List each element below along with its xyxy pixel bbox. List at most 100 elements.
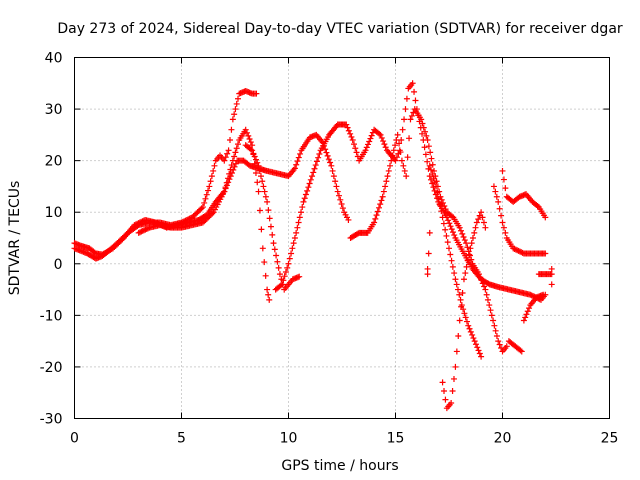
data-point — [386, 162, 393, 169]
data-point — [448, 400, 455, 407]
data-point — [451, 232, 458, 239]
data-point — [447, 251, 454, 258]
data-point — [266, 296, 273, 303]
data-point — [448, 226, 455, 233]
data-point — [500, 176, 507, 183]
data-point — [286, 255, 293, 262]
data-point — [400, 162, 407, 169]
data-point — [467, 328, 474, 335]
plot-frame — [74, 57, 610, 419]
data-point — [312, 162, 319, 169]
data-point — [459, 290, 466, 297]
x-tick-label: 5 — [177, 431, 186, 447]
data-point — [434, 189, 441, 196]
data-point — [295, 154, 302, 161]
data-point — [490, 183, 497, 190]
data-point — [345, 216, 352, 223]
data-point — [442, 206, 449, 213]
data-point — [311, 165, 318, 172]
data-point — [517, 347, 524, 354]
data-point — [452, 276, 459, 283]
data-point — [430, 175, 437, 182]
data-point — [274, 258, 281, 265]
data-point — [275, 264, 282, 271]
y-tick-label: -20 — [40, 360, 63, 376]
data-point — [398, 157, 405, 164]
data-point — [418, 116, 425, 123]
data-point — [339, 205, 346, 212]
series-track-13 — [535, 265, 555, 288]
data-point — [495, 338, 502, 345]
data-point — [242, 126, 249, 133]
data-point — [291, 165, 298, 172]
data-point — [458, 303, 465, 310]
data-point — [373, 212, 380, 219]
data-point — [442, 226, 449, 233]
axis-ticks — [74, 57, 610, 419]
data-point — [468, 240, 475, 247]
data-point — [401, 167, 408, 174]
data-point — [448, 257, 455, 264]
data-point — [119, 236, 126, 243]
data-point — [475, 347, 482, 354]
data-point — [482, 224, 489, 231]
x-tick-label: 15 — [387, 431, 405, 447]
data-point — [518, 249, 525, 256]
data-point — [310, 169, 317, 176]
data-point — [457, 296, 464, 303]
data-point — [439, 214, 446, 221]
data-point — [139, 218, 146, 225]
data-point — [467, 245, 474, 252]
data-point — [305, 184, 312, 191]
data-point — [424, 271, 431, 278]
data-point — [430, 184, 437, 191]
data-point — [376, 130, 383, 137]
data-point — [316, 151, 323, 158]
data-point — [222, 154, 229, 161]
data-point — [291, 235, 298, 241]
data-point — [429, 161, 436, 168]
data-point — [382, 183, 389, 190]
data-point — [349, 137, 356, 144]
data-point — [271, 246, 278, 253]
data-point — [250, 150, 257, 157]
data-point — [484, 296, 491, 303]
data-point — [461, 237, 468, 244]
data-point — [375, 204, 382, 211]
data-point — [431, 179, 438, 186]
data-point — [221, 188, 228, 195]
data-point — [457, 227, 464, 234]
data-point — [245, 132, 252, 139]
data-point — [451, 270, 458, 277]
data-point — [464, 244, 471, 251]
data-point — [223, 179, 230, 186]
data-point — [198, 205, 205, 212]
data-point — [424, 158, 431, 165]
data-point — [466, 251, 473, 258]
series-track-7 — [426, 162, 485, 360]
data-point — [256, 167, 263, 174]
data-point — [325, 156, 332, 163]
data-point — [424, 137, 431, 144]
data-point — [526, 305, 533, 312]
data-point — [231, 153, 238, 160]
data-point — [441, 387, 448, 394]
data-point — [343, 121, 350, 128]
data-point — [203, 191, 210, 198]
data-point — [382, 144, 389, 151]
data-point — [309, 173, 316, 180]
data-point — [540, 291, 547, 298]
data-point — [477, 274, 484, 281]
data-point — [251, 153, 258, 160]
series-track-10 — [499, 167, 549, 221]
data-point — [265, 291, 272, 298]
data-point — [282, 269, 289, 276]
data-point — [333, 183, 340, 190]
data-point — [338, 200, 345, 207]
data-point — [222, 184, 229, 191]
data-point — [490, 317, 497, 324]
data-point — [141, 227, 148, 234]
data-point — [542, 250, 549, 257]
data-point — [441, 203, 448, 210]
data-point — [396, 140, 403, 147]
